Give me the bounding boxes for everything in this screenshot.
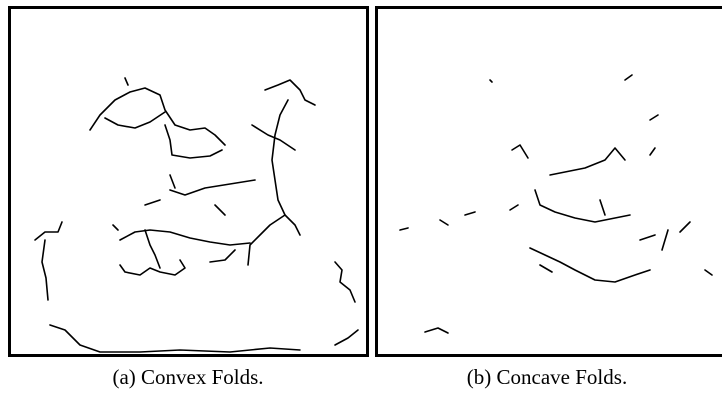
- figure: (a) Convex Folds. (b) Concave Folds.: [0, 0, 722, 395]
- caption: (a) Convex Folds.: [112, 365, 263, 389]
- caption: (b) Concave Folds.: [467, 365, 627, 389]
- panel-frame: [377, 8, 722, 356]
- panel-a: [10, 8, 368, 356]
- panel-b: [377, 8, 722, 356]
- panel-frame: [10, 8, 368, 356]
- page: {"figure": {"panels": [{"caption": "(a) …: [0, 0, 722, 395]
